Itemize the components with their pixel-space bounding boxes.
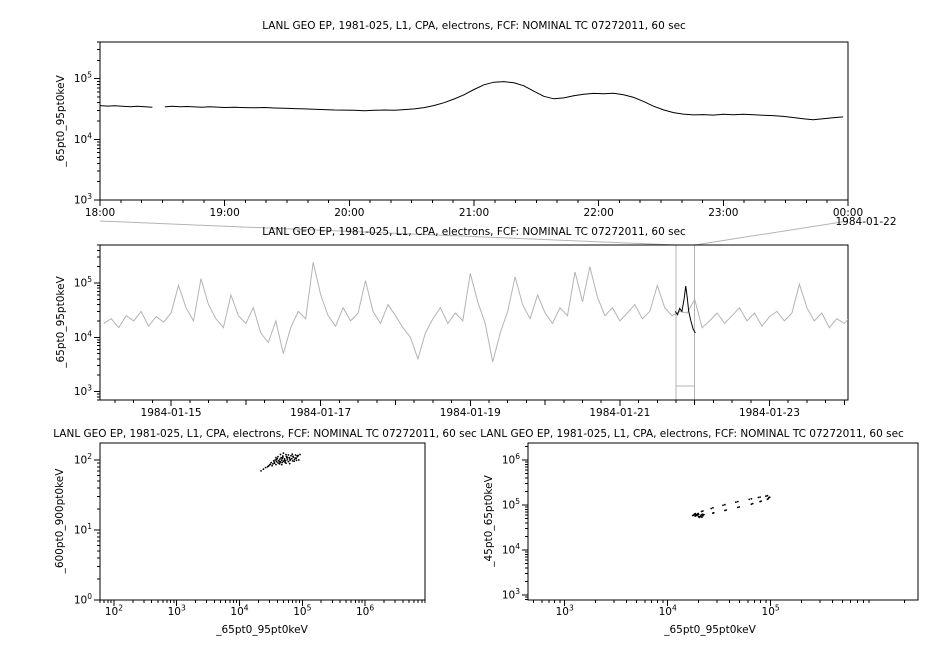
- zoom-region-connector[interactable]: [99, 220, 849, 400]
- svg-text:106: 106: [356, 604, 374, 619]
- overview-panel-title: LANL GEO EP, 1981-025, L1, CPA, electron…: [262, 226, 686, 238]
- panel-2: 1984-01-15 1984-01-17 1984-01-19 1984-01-21…: [74, 220, 849, 419]
- panel-1-ticks: [94, 41, 849, 206]
- panel-3-scatter-series: [260, 452, 301, 472]
- scatter-left-title: LANL GEO EP, 1981-025, L1, CPA, electron…: [53, 428, 477, 440]
- svg-text:104: 104: [502, 542, 520, 557]
- panel-3-plot-area[interactable]: [99, 442, 426, 601]
- svg-text:1984-01-19: 1984-01-19: [440, 407, 501, 419]
- svg-text:102: 102: [74, 452, 92, 467]
- panel-2-ticks: [94, 244, 845, 406]
- svg-text:105: 105: [74, 275, 92, 290]
- svg-text:100: 100: [74, 592, 92, 607]
- svg-text:101: 101: [74, 522, 92, 537]
- svg-text:1984-01-21: 1984-01-21: [589, 407, 650, 419]
- panel-2-tick-labels: 1984-01-15 1984-01-17 1984-01-19 1984-01-21…: [74, 275, 800, 419]
- svg-text:106: 106: [502, 452, 520, 467]
- panel-3: 102 103 104 105 106 100 101 102: [74, 442, 426, 618]
- top-panel-title: LANL GEO EP, 1981-025, L1, CPA, electron…: [262, 20, 686, 32]
- panel-1-tick-labels: 18:00 19:00 20:00 21:00 22:00 23:00 00:00 103 10…: [74, 71, 863, 219]
- context-date-label: 1984-01-22: [835, 216, 897, 228]
- panel-4-plot-area[interactable]: [527, 442, 919, 601]
- svg-text:104: 104: [74, 329, 92, 344]
- svg-text:21:00: 21:00: [459, 207, 489, 219]
- svg-text:102: 102: [105, 604, 123, 619]
- svg-text:105: 105: [762, 604, 780, 619]
- svg-text:103: 103: [556, 604, 574, 619]
- svg-text:104: 104: [230, 604, 248, 619]
- svg-text:1984-01-17: 1984-01-17: [290, 407, 351, 419]
- scatter-right-ylabel: _45pt0_65pt0keV: [483, 475, 495, 567]
- svg-text:00:00: 00:00: [833, 207, 863, 219]
- svg-text:19:00: 19:00: [210, 207, 240, 219]
- svg-text:103: 103: [502, 587, 520, 602]
- svg-text:105: 105: [293, 604, 311, 619]
- panel-4: 103 104 105 103 104 105 106: [502, 442, 919, 618]
- overview-panel-ylabel: _65pt0_95pt0keV: [55, 276, 67, 368]
- svg-text:22:00: 22:00: [584, 207, 614, 219]
- scatter-right-title: LANL GEO EP, 1981-025, L1, CPA, electron…: [480, 428, 904, 440]
- panel-2-line-series-1: [103, 262, 848, 363]
- svg-text:103: 103: [74, 384, 92, 399]
- panel-4-ticks: [522, 446, 906, 606]
- scatter-left-ylabel: _600pt0_900pt0keV: [54, 468, 66, 574]
- svg-text:104: 104: [74, 131, 92, 146]
- scatter-left-xlabel: _65pt0_95pt0keV: [216, 624, 308, 636]
- top-panel-ylabel: _65pt0_95pt0keV: [55, 75, 67, 167]
- panel-3-ticks: [94, 459, 426, 606]
- svg-text:1984-01-15: 1984-01-15: [141, 407, 202, 419]
- svg-text:23:00: 23:00: [708, 207, 738, 219]
- panel-2-line-series-2: [674, 285, 696, 334]
- svg-text:18:00: 18:00: [85, 207, 115, 219]
- svg-text:104: 104: [659, 604, 677, 619]
- svg-text:103: 103: [74, 192, 92, 207]
- svg-text:105: 105: [502, 497, 520, 512]
- panel-1-plot-area[interactable]: [99, 41, 849, 201]
- scatter-right-xlabel: _65pt0_95pt0keV: [664, 624, 756, 636]
- panel-1: 18:00 19:00 20:00 21:00 22:00 23:00 00:00 103 10…: [74, 41, 863, 219]
- panel-2-plot-area[interactable]: [99, 244, 849, 401]
- svg-text:20:00: 20:00: [334, 207, 364, 219]
- svg-text:105: 105: [74, 71, 92, 86]
- svg-text:103: 103: [168, 604, 186, 619]
- panel-1-line-series-1: [100, 81, 844, 121]
- panel-4-scatter-series: [691, 494, 771, 519]
- svg-text:1984-01-23: 1984-01-23: [739, 407, 800, 419]
- panel-3-tick-labels: 102 103 104 105 106 100 101 102: [74, 452, 375, 618]
- panel-4-tick-labels: 103 104 105 103 104 105 106: [502, 452, 780, 618]
